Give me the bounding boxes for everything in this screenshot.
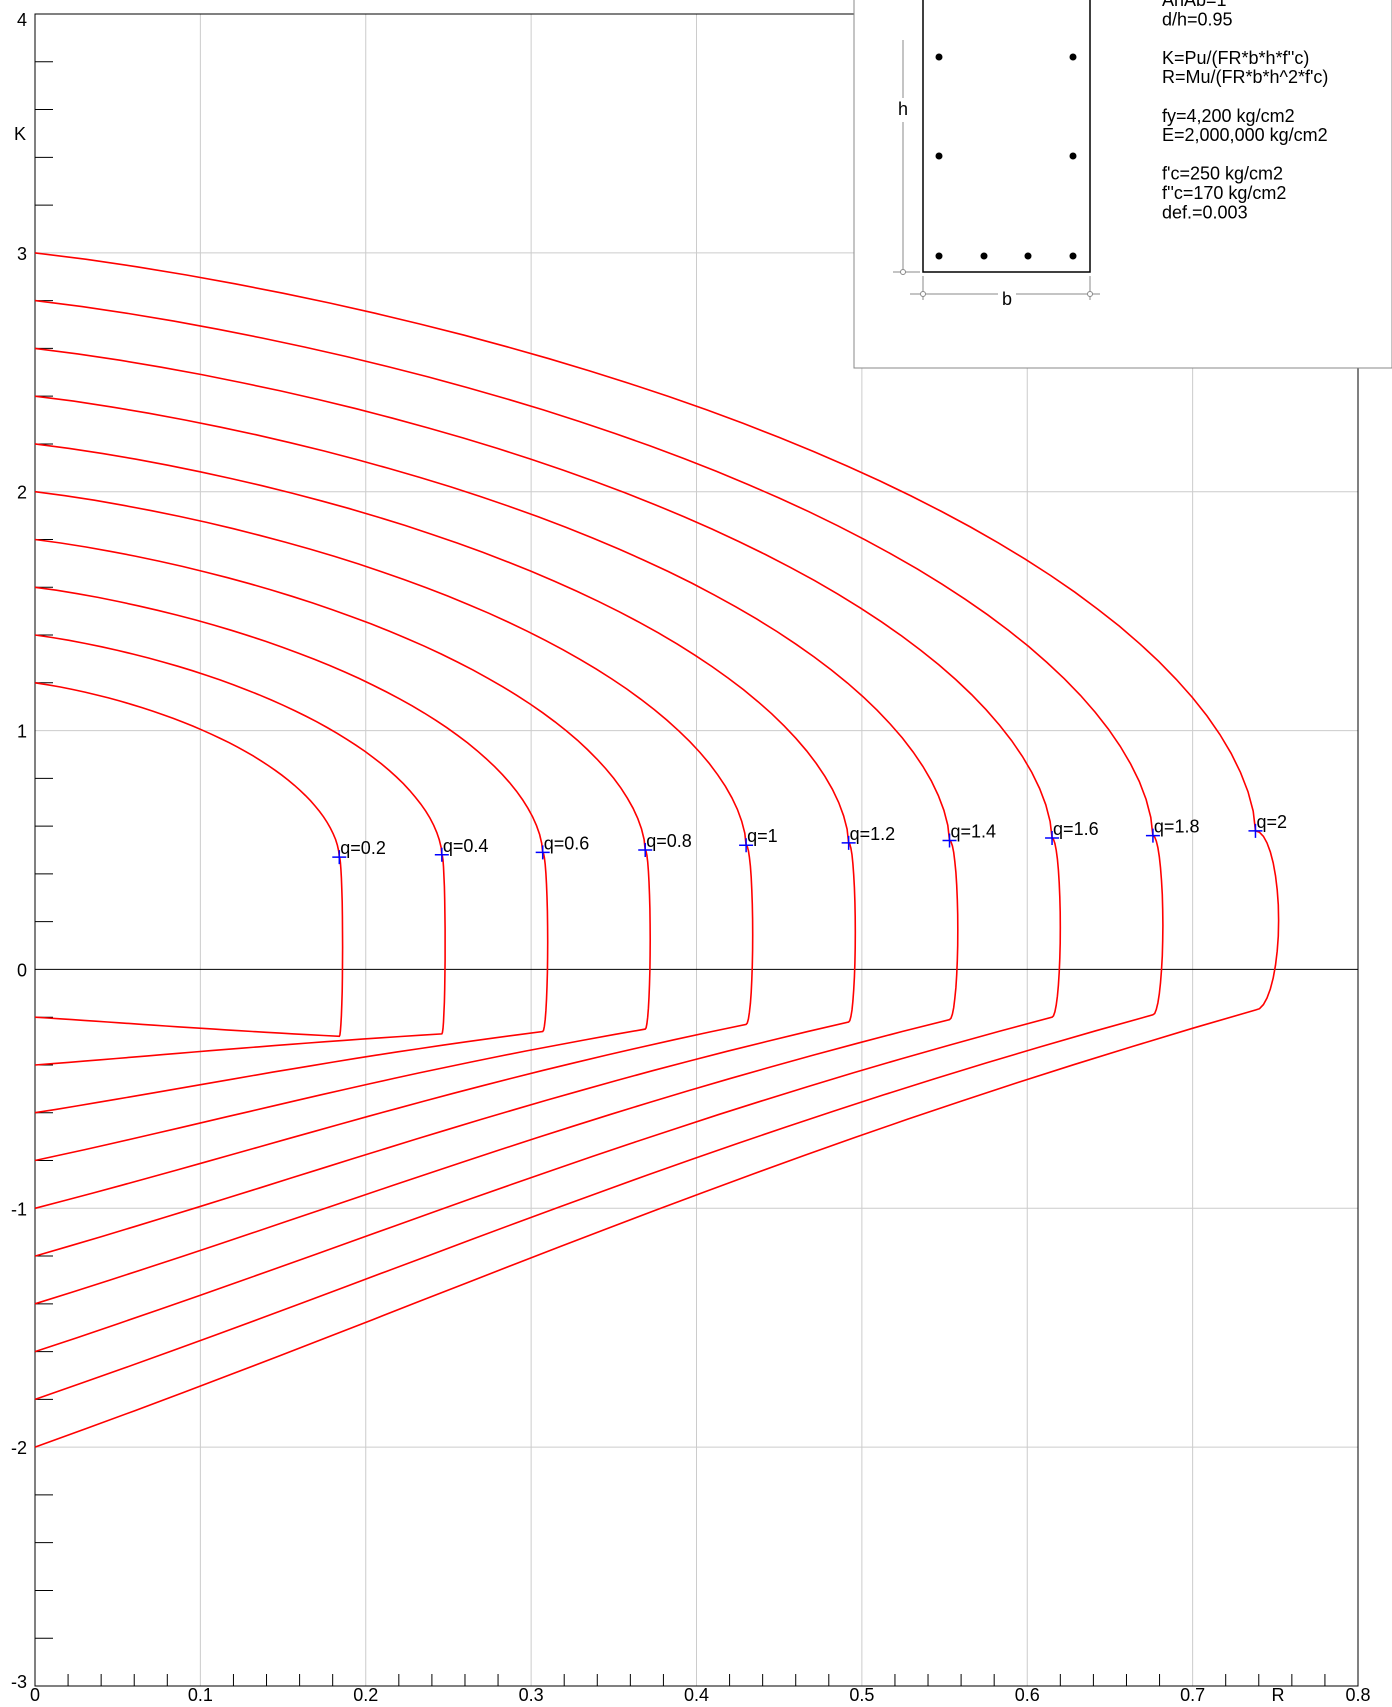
legend-line: def.=0.003 bbox=[1162, 202, 1248, 222]
y-axis-title: K bbox=[14, 124, 26, 144]
y-axis-tick-labels: -3 -2 -1 0 1 2 3 4 bbox=[11, 10, 27, 1692]
y-tick-label: -3 bbox=[11, 1672, 27, 1692]
curve-q-1-8 bbox=[34, 299, 1164, 1401]
legend-line: AhAb=1 bbox=[1162, 0, 1227, 10]
section-h-label: h bbox=[898, 99, 908, 119]
h-label-bg bbox=[895, 98, 911, 122]
legend-text-lines: AhAb=1d/h=0.95 K=Pu/(FR*b*h*f''c)R=Mu/(FR… bbox=[1162, 0, 1328, 222]
series-labels: q=0.2 q=0.4 q=0.6 q=0.8 q=1 q=1.2 q=1.4 q=1.6 q=… bbox=[340, 812, 1287, 858]
max-marker-q-0-2 bbox=[332, 850, 347, 865]
plot-frame bbox=[34, 13, 1359, 1687]
y-tick-label: -1 bbox=[11, 1199, 27, 1219]
rebar-dot bbox=[1024, 252, 1032, 260]
curve-q-0-6 bbox=[34, 586, 549, 1114]
y-tick-label: 4 bbox=[17, 10, 27, 30]
legend-line: fy=4,200 kg/cm2 bbox=[1162, 106, 1295, 126]
cross-section-drawing: h b bbox=[893, 0, 1100, 309]
legend-line: d/h=0.95 bbox=[1162, 9, 1233, 29]
series-label: q=0.6 bbox=[544, 833, 590, 853]
x-axis-tick-labels: 0 0.1 0.2 0.3 0.4 0.5 0.6 0.7 0.8 bbox=[30, 1685, 1371, 1705]
rebar-dot bbox=[1069, 252, 1077, 260]
max-marker-q-1-8 bbox=[1145, 828, 1160, 843]
b-label-bg bbox=[998, 288, 1016, 304]
minor-ticks bbox=[35, 61, 1326, 1686]
curve-q-1 bbox=[34, 490, 754, 1210]
x-tick-label: 0.7 bbox=[1180, 1685, 1205, 1705]
y-tick-label: -2 bbox=[11, 1438, 27, 1458]
legend-line: f''c=170 kg/cm2 bbox=[1162, 183, 1286, 203]
legend-line: f'c=250 kg/cm2 bbox=[1162, 164, 1283, 184]
rebar-dot bbox=[980, 252, 988, 260]
series-label: q=0.2 bbox=[340, 838, 386, 858]
max-marker-q-1 bbox=[739, 838, 754, 853]
x-tick-label: 0.1 bbox=[188, 1685, 213, 1705]
series-label: q=1 bbox=[747, 826, 778, 846]
curve-q-0-8 bbox=[34, 538, 652, 1162]
series-label: q=1.6 bbox=[1053, 819, 1099, 839]
legend-line: K=Pu/(FR*b*h*f''c) bbox=[1162, 48, 1309, 68]
series-label: q=2 bbox=[1256, 812, 1287, 832]
max-marker-q-1-6 bbox=[1045, 831, 1060, 846]
series-label: q=1.4 bbox=[951, 821, 997, 841]
max-marker-q-0-8 bbox=[638, 843, 653, 857]
y-tick-label: 0 bbox=[17, 960, 27, 980]
rebar-dot bbox=[935, 252, 943, 260]
legend-line: R=Mu/(FR*b*h^2*f'c) bbox=[1162, 67, 1328, 87]
series-label: q=0.8 bbox=[646, 831, 692, 851]
max-marker-q-0-6 bbox=[535, 845, 550, 860]
max-marker-q-1-2 bbox=[841, 835, 856, 850]
legend-box: h b AhAb=1d/h=0.95 K=Pu/(FR*b*h*f''c)R=Mu… bbox=[853, 0, 1392, 369]
x-tick-label: 0 bbox=[30, 1685, 40, 1705]
x-tick-label: 0.5 bbox=[849, 1685, 874, 1705]
rebar-dot bbox=[935, 152, 943, 160]
series-label: q=1.8 bbox=[1154, 817, 1200, 837]
curve-q-1-6 bbox=[34, 347, 1062, 1353]
legend-line: E=2,000,000 kg/cm2 bbox=[1162, 125, 1328, 145]
section-outline bbox=[922, 0, 1091, 273]
series-label: q=1.2 bbox=[850, 824, 896, 844]
x-tick-label: 0.8 bbox=[1345, 1685, 1370, 1705]
max-marker-q-1-4 bbox=[942, 833, 957, 848]
max-marker-q-0-4 bbox=[434, 847, 449, 862]
rebar-dot bbox=[1069, 53, 1077, 61]
curve-q-2 bbox=[34, 252, 1280, 1448]
x-tick-label: 0.3 bbox=[519, 1685, 544, 1705]
series-label: q=0.4 bbox=[443, 836, 489, 856]
curve-q-0-2 bbox=[34, 682, 344, 1038]
rebar-dot bbox=[935, 53, 943, 61]
series-curves bbox=[34, 252, 1280, 1448]
b-dimension-end-right bbox=[1087, 291, 1093, 297]
x-tick-label: 0.2 bbox=[353, 1685, 378, 1705]
x-tick-label: 0.4 bbox=[684, 1685, 709, 1705]
rebar-dots bbox=[935, 53, 1077, 260]
plot-border bbox=[34, 13, 1359, 1687]
curve-q-1-4 bbox=[34, 395, 959, 1305]
h-dimension-end bbox=[900, 269, 906, 275]
y-tick-label: 2 bbox=[17, 483, 27, 503]
y-tick-label: 1 bbox=[17, 722, 27, 742]
series-max-markers bbox=[332, 823, 1263, 865]
section-b-label: b bbox=[1002, 289, 1012, 309]
rebar-dot bbox=[1069, 152, 1077, 160]
y-tick-label: 3 bbox=[17, 244, 27, 264]
x-tick-label: 0.6 bbox=[1015, 1685, 1040, 1705]
max-marker-q-2 bbox=[1248, 823, 1263, 838]
b-dimension-end-left bbox=[920, 291, 926, 297]
curve-q-1-2 bbox=[34, 443, 857, 1257]
x-axis-title: R bbox=[1272, 1685, 1285, 1705]
